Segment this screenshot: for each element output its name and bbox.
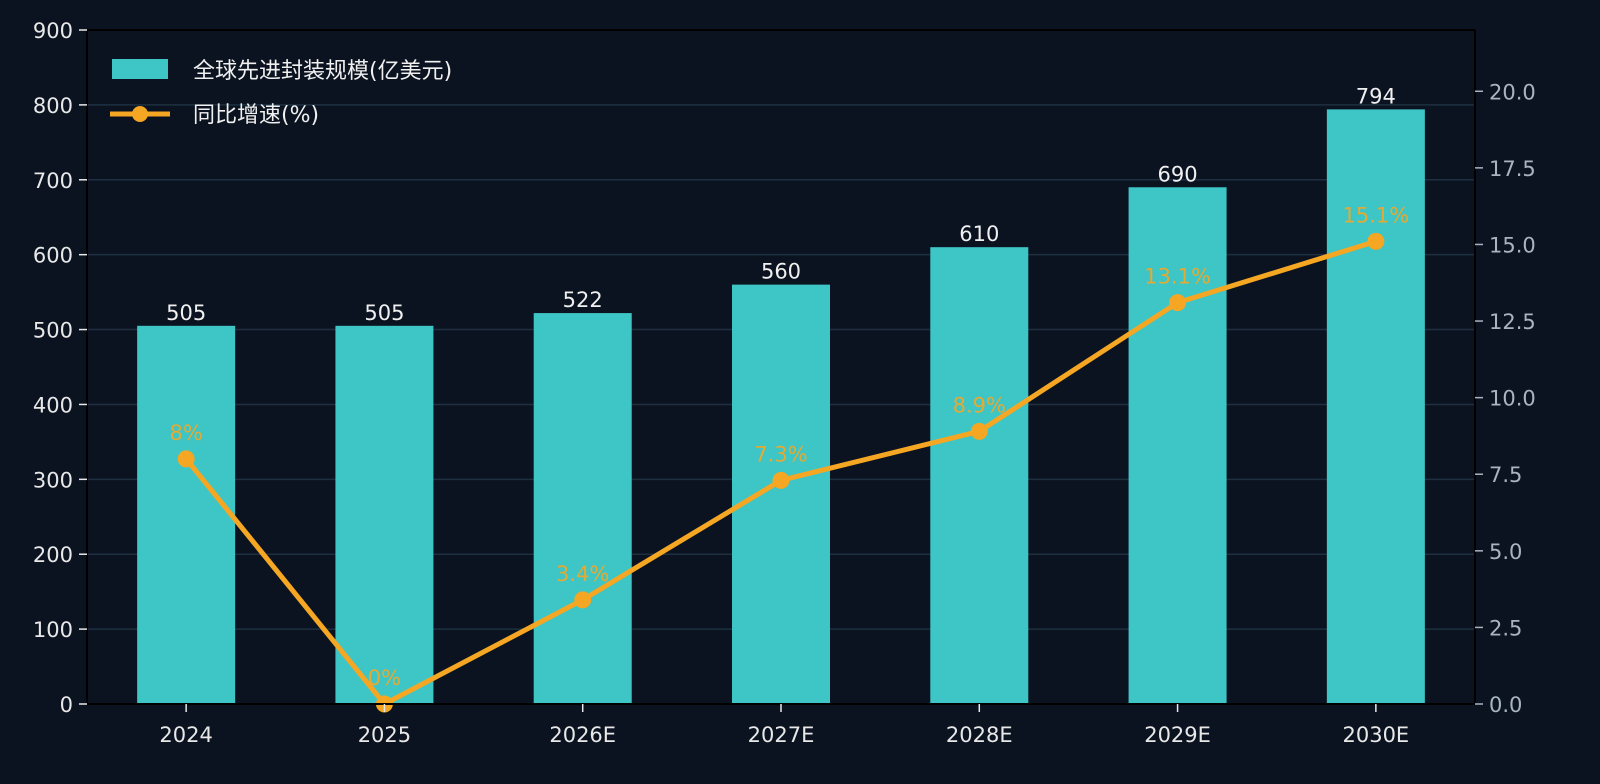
line-point <box>772 471 790 489</box>
axes: 0 100 200 300 400 500 600 700 800 900 0.0 2.5 5.0 7.5… <box>33 19 1536 747</box>
right-tick-label: 2.5 <box>1489 616 1522 640</box>
left-tick-label: 500 <box>33 319 73 343</box>
left-tick-label: 0 <box>60 693 73 717</box>
bar-series <box>137 109 1425 705</box>
right-tick-label: 20.0 <box>1489 80 1536 104</box>
left-tick-label: 700 <box>33 169 73 193</box>
bar-value-label: 505 <box>166 301 206 325</box>
bar-value-label: 505 <box>364 301 404 325</box>
bar <box>732 284 830 704</box>
line-value-label: 15.1% <box>1342 203 1409 227</box>
line-value-labels: 8% 0% 3.4% 7.3% 8.9% 13.1% 15.1% <box>169 203 1409 690</box>
bar-value-label: 794 <box>1356 84 1396 108</box>
bar-value-label: 560 <box>761 260 801 284</box>
line-value-label: 7.3% <box>754 442 807 466</box>
bar <box>137 325 236 704</box>
bar-value-labels: 505 505 522 560 610 690 794 <box>166 84 1396 324</box>
left-tick-label: 200 <box>33 543 73 567</box>
left-tick-label: 300 <box>33 468 73 492</box>
legend-bar-label: 全球先进封装规模(亿美元) <box>193 59 452 84</box>
right-tick-label: 10.0 <box>1489 387 1536 411</box>
bar-value-label: 610 <box>959 222 999 246</box>
x-tick-label: 2028E <box>946 723 1013 747</box>
bar <box>335 325 434 704</box>
x-tick-label: 2027E <box>748 723 815 747</box>
line-value-label: 0% <box>368 666 401 690</box>
x-tick-label: 2026E <box>549 723 616 747</box>
legend-bar-swatch <box>112 59 168 79</box>
x-tick-label: 2029E <box>1144 723 1211 747</box>
right-tick-label: 12.5 <box>1489 310 1536 334</box>
legend-line-label: 同比增速(%) <box>193 103 319 128</box>
line-point <box>177 450 195 468</box>
right-tick-label: 15.0 <box>1489 233 1536 257</box>
x-tick-label: 2030E <box>1342 723 1409 747</box>
line-point <box>574 591 592 609</box>
right-tick-label: 7.5 <box>1489 463 1522 487</box>
line-value-label: 3.4% <box>556 562 609 586</box>
line-value-label: 8.9% <box>953 393 1006 417</box>
bar <box>930 247 1029 704</box>
right-tick-label: 17.5 <box>1489 157 1536 181</box>
legend: 全球先进封装规模(亿美元) 同比增速(%) <box>110 59 452 128</box>
line-value-label: 8% <box>169 421 202 445</box>
bar-value-label: 690 <box>1158 162 1198 186</box>
right-tick-label: 5.0 <box>1489 540 1522 564</box>
left-tick-label: 600 <box>33 244 73 268</box>
line-point <box>970 422 988 440</box>
left-tick-label: 900 <box>33 19 73 43</box>
legend-line-marker <box>132 106 148 122</box>
bar <box>533 313 632 704</box>
x-tick-label: 2025 <box>358 723 411 747</box>
left-tick-label: 400 <box>33 393 73 417</box>
bar-value-label: 522 <box>563 288 603 312</box>
left-tick-label: 800 <box>33 94 73 118</box>
line-value-label: 13.1% <box>1144 265 1211 289</box>
left-tick-label: 100 <box>33 618 73 642</box>
right-tick-label: 0.0 <box>1489 693 1522 717</box>
x-tick-label: 2024 <box>159 723 212 747</box>
bar <box>1128 187 1227 704</box>
line-point <box>1367 232 1385 250</box>
bar <box>1326 109 1425 705</box>
line-point <box>1169 294 1187 312</box>
